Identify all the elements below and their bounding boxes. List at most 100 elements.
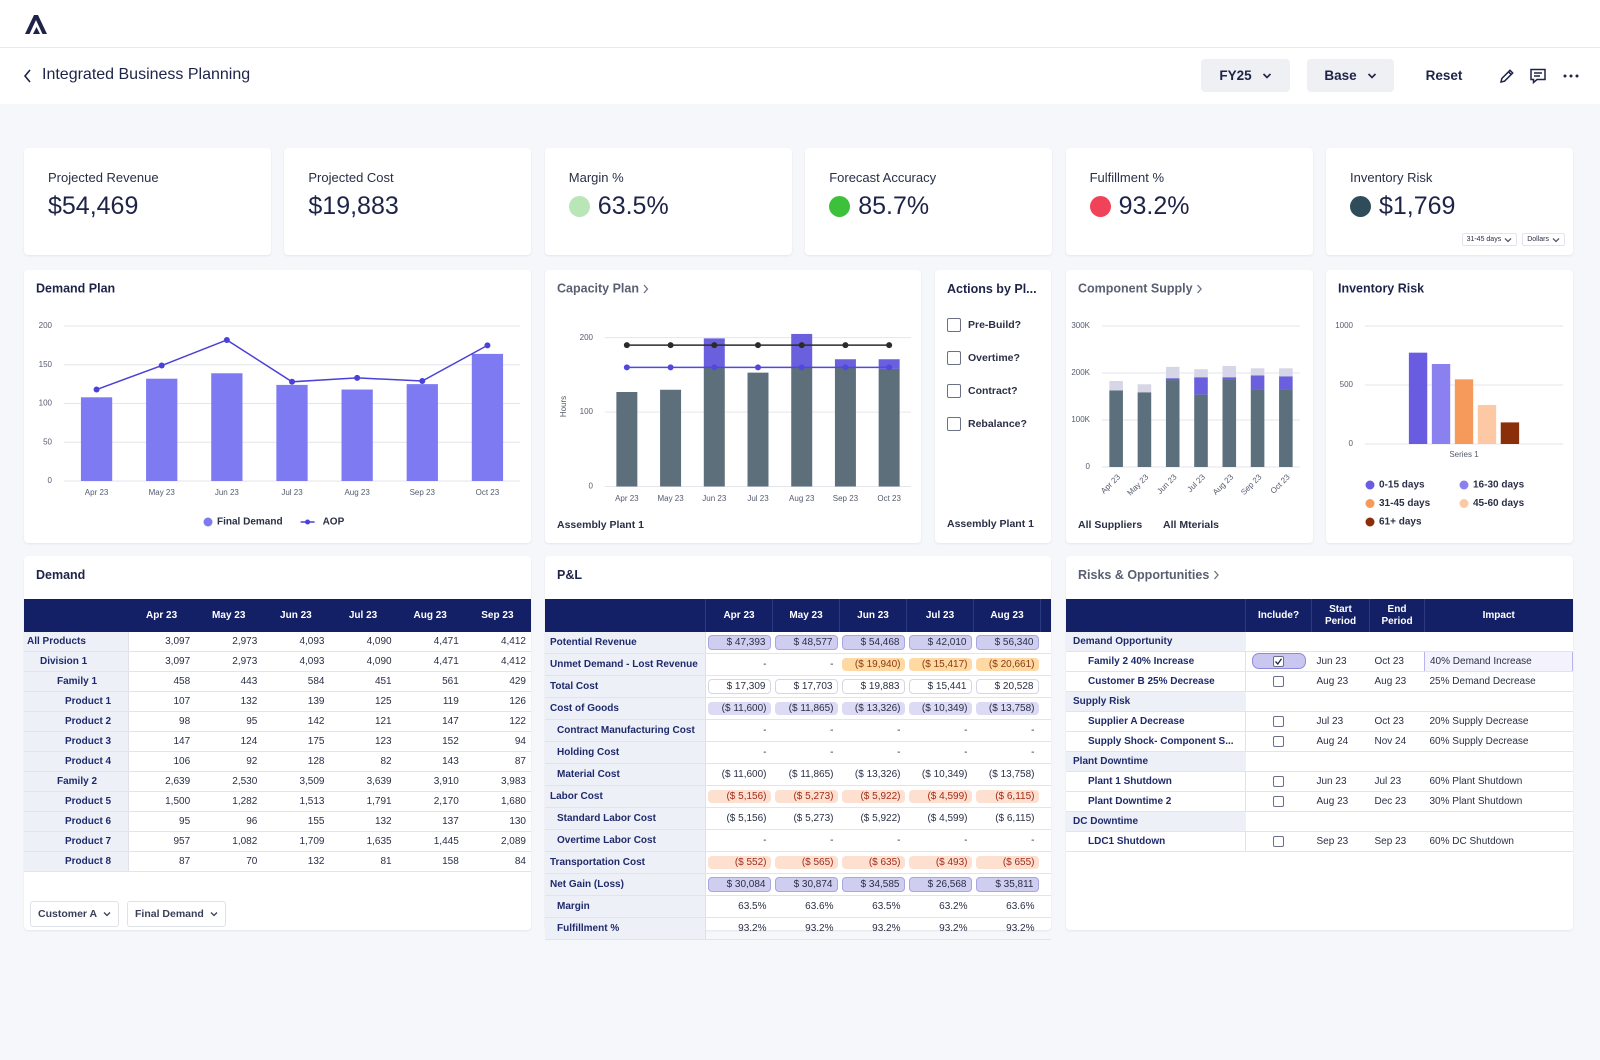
checkbox[interactable] — [947, 351, 961, 365]
cell-value: ($ 5,273) — [774, 790, 838, 803]
checkbox[interactable] — [1273, 835, 1285, 847]
bar — [834, 359, 856, 368]
cell-value: ($ 13,326) — [841, 702, 905, 715]
line-marker — [667, 342, 674, 349]
filter-label: Final Demand — [135, 908, 204, 920]
kpi-filter[interactable]: Dollars — [1522, 233, 1565, 246]
action-item[interactable]: Contract? — [947, 384, 1018, 398]
table-row: Total Cost $ 17,309 $ 17,703 $ 19,883 $ 15,4… — [545, 675, 1051, 698]
cell: $ 15,441 — [906, 675, 974, 698]
dropdown-chevron — [210, 912, 218, 917]
cell-value: - — [830, 659, 834, 670]
row-label: Cost of Goods — [545, 697, 706, 720]
cell-value: - — [964, 725, 968, 736]
cell: - — [906, 741, 974, 764]
action-item[interactable]: Overtime? — [947, 351, 1020, 365]
cell-value: ($ 15,417) — [908, 658, 972, 671]
table-row: All Products 3,097 2,973 4,093 4,090 4,471 4,4… — [24, 632, 531, 652]
row-label: Material Cost — [545, 763, 706, 786]
comment-icon[interactable] — [1529, 67, 1547, 85]
kpi-filter[interactable]: 31-45 days — [1461, 233, 1518, 246]
kpi-label: Projected Cost — [308, 170, 394, 185]
chart-title: Demand Plan — [36, 281, 115, 295]
checkbox[interactable] — [1273, 655, 1285, 667]
action-item[interactable]: Pre-Build? — [947, 318, 1021, 332]
panel-title[interactable]: Risks & Opportunities — [1078, 568, 1220, 582]
x-tick-label: Apr 23 — [615, 494, 639, 503]
cell-filler — [1040, 785, 1051, 808]
drilldown-chevron[interactable] — [643, 284, 649, 294]
cell-value: - — [964, 747, 968, 758]
logo[interactable] — [24, 13, 48, 35]
bar — [791, 333, 813, 368]
cell: 3,639 — [329, 771, 397, 792]
y-tick-label: 200 — [580, 333, 594, 342]
period-select[interactable]: FY25 — [1201, 59, 1290, 92]
checkbox[interactable] — [1273, 775, 1285, 787]
row-label: Net Gain (Loss) — [545, 873, 706, 896]
chart-panel: Component Supply 0 100K 200K 300K Apr 23 May 2… — [1066, 270, 1313, 543]
dropdown-chevron — [1262, 72, 1271, 79]
checkbox[interactable] — [1273, 715, 1285, 727]
y-tick-label: 0 — [1086, 462, 1091, 471]
checkbox[interactable] — [1273, 675, 1285, 687]
period-value: FY25 — [1219, 68, 1252, 83]
cell: 123 — [329, 731, 397, 752]
bar — [1279, 389, 1293, 467]
filter-dropdown[interactable]: Final Demand — [127, 901, 226, 927]
group-filler — [1245, 811, 1573, 832]
checkbox[interactable] — [1273, 795, 1285, 807]
cell: ($ 552) — [705, 851, 773, 874]
include-cell — [1245, 791, 1312, 812]
panel-title-text: P&L — [557, 568, 582, 582]
table-row: Product 6 95 96 155 132 137 130 — [24, 811, 531, 832]
cell: ($ 5,156) — [705, 785, 773, 808]
checkbox[interactable] — [1273, 735, 1285, 747]
cell: $ 30,084 — [705, 873, 773, 896]
x-tick-label: Apr 23 — [1099, 472, 1122, 495]
filter-dropdown[interactable]: Customer A — [30, 901, 120, 927]
line-marker — [223, 336, 230, 343]
more-icon[interactable] — [1562, 67, 1580, 85]
cell-value: - — [763, 835, 767, 846]
checkbox[interactable] — [947, 318, 961, 332]
chart-title[interactable]: Capacity Plan — [557, 281, 639, 295]
x-tick-label: Sep 23 — [1239, 472, 1264, 497]
start-period: Jul 23 — [1311, 711, 1370, 732]
action-item[interactable]: Rebalance? — [947, 417, 1027, 431]
bar — [1250, 389, 1265, 467]
action-label: Overtime? — [968, 352, 1020, 364]
end-period: Dec 23 — [1369, 791, 1425, 812]
cell-filler — [1040, 873, 1051, 896]
kpi-value: $54,469 — [48, 192, 139, 220]
scenario-select[interactable]: Base — [1307, 59, 1394, 92]
cell: 4,093 — [262, 632, 330, 652]
kpi-value: $1,769 — [1379, 192, 1456, 220]
header-row: Apr 23 May 23 Jun 23 Jul 23 Aug 23 — [545, 599, 1051, 632]
include-cell — [1245, 671, 1312, 692]
legend-label: 61+ days — [1379, 517, 1422, 528]
cell: ($ 4,599) — [906, 785, 974, 808]
drilldown-chevron[interactable] — [1197, 284, 1202, 294]
cell-value: $ 26,568 — [908, 877, 972, 892]
cell-filler — [1040, 741, 1051, 764]
cell: 121 — [329, 711, 397, 732]
cell: 94 — [463, 731, 531, 752]
checkbox[interactable] — [947, 417, 961, 431]
checkbox[interactable] — [947, 384, 961, 398]
group-filler — [1245, 632, 1573, 652]
reset-button[interactable]: Reset — [1425, 68, 1463, 83]
cell: 92 — [195, 751, 263, 772]
edit-icon[interactable] — [1498, 67, 1516, 85]
back-button[interactable] — [22, 68, 34, 84]
line-marker — [289, 378, 295, 385]
panel-title: Demand — [36, 568, 85, 582]
bar — [878, 368, 900, 487]
kpi-card: Fulfillment % 93.2% — [1065, 148, 1313, 255]
bar — [1279, 376, 1293, 390]
table-row: Fulfillment % 93.2% 93.2% 93.2% 93.2% 93.2% — [545, 917, 1051, 940]
line-marker — [667, 364, 674, 371]
chart-title[interactable]: Component Supply — [1078, 281, 1193, 295]
cell-filler — [1040, 851, 1051, 874]
cell: 87 — [463, 751, 531, 772]
